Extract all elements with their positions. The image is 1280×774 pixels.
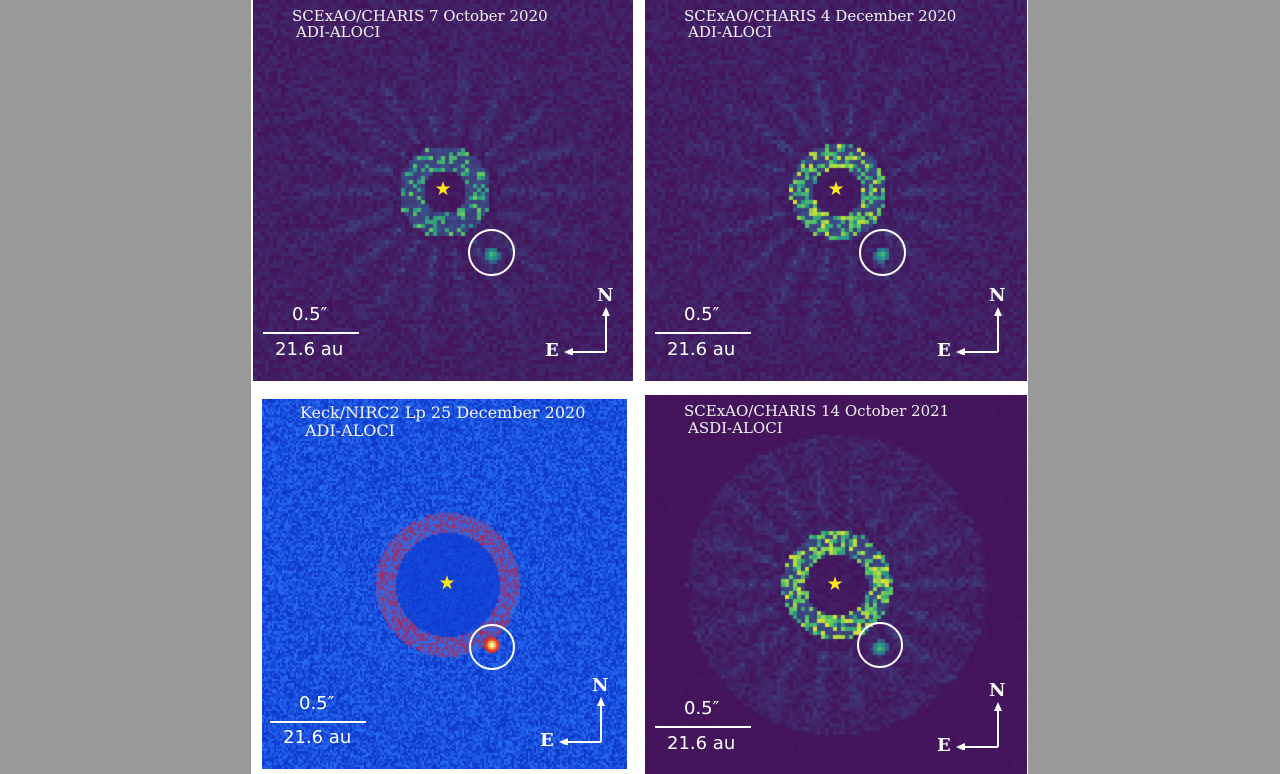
host-star-icon: ★ — [438, 572, 456, 594]
compass-east-label: E — [540, 730, 554, 751]
compass-rose: N E — [935, 680, 1006, 756]
compass-arrows-icon — [956, 702, 1002, 750]
scale-label-angle: 0.5″ — [684, 304, 720, 325]
compass-east-label: E — [545, 340, 559, 361]
scale-bar — [263, 332, 359, 334]
scale-label-angle: 0.5″ — [299, 693, 335, 714]
compass-east-label: E — [937, 735, 951, 756]
companion-circle — [468, 229, 515, 276]
compass-east-label: E — [937, 340, 951, 361]
compass-north-label: N — [597, 285, 614, 306]
host-star-icon: ★ — [827, 178, 845, 200]
image-panel-bottom-left: Keck/NIRC2 Lp 25 December 2020 ADI-ALOCI… — [262, 399, 627, 769]
scale-label-angle: 0.5″ — [292, 304, 328, 325]
compass-arrows-icon — [559, 697, 605, 745]
image-data-top-right — [645, 0, 1027, 381]
compass-arrows-icon — [956, 307, 1002, 355]
image-data-bottom-left — [262, 399, 627, 769]
scale-label-distance: 21.6 au — [667, 339, 736, 360]
companion-circle — [859, 229, 906, 276]
scale-bar — [270, 721, 366, 723]
scale-label-distance: 21.6 au — [283, 727, 352, 748]
figure-grid: SCExAO/CHARIS 7 October 2020 ADI-ALOCI ★… — [251, 0, 1028, 774]
panel-title: SCExAO/CHARIS 7 October 2020 — [292, 7, 548, 25]
panel-title: Keck/NIRC2 Lp 25 December 2020 — [300, 403, 586, 422]
scale-bar — [655, 332, 751, 334]
image-data-bottom-right — [645, 395, 1027, 774]
companion-circle — [469, 624, 515, 670]
panel-subtitle: ADI-ALOCI — [305, 421, 395, 440]
compass-rose: N E — [935, 285, 1006, 361]
companion-circle — [857, 622, 903, 668]
scale-label-angle: 0.5″ — [684, 698, 720, 719]
scale-bar — [655, 726, 751, 728]
panel-subtitle: ADI-ALOCI — [296, 23, 381, 41]
panel-title: SCExAO/CHARIS 4 December 2020 — [684, 7, 957, 25]
panel-subtitle: ADI-ALOCI — [688, 23, 773, 41]
compass-rose: N E — [538, 675, 609, 751]
host-star-icon: ★ — [434, 178, 452, 200]
compass-rose: N E — [543, 285, 614, 361]
host-star-icon: ★ — [826, 573, 844, 595]
panel-title: SCExAO/CHARIS 14 October 2021 — [684, 402, 950, 420]
compass-arrows-icon — [564, 307, 610, 355]
panel-subtitle: ASDI-ALOCI — [688, 419, 783, 437]
scale-label-distance: 21.6 au — [667, 733, 736, 754]
scale-label-distance: 21.6 au — [275, 339, 344, 360]
compass-north-label: N — [989, 680, 1006, 701]
image-data-top-left — [253, 0, 633, 381]
compass-north-label: N — [989, 285, 1006, 306]
image-panel-top-left: SCExAO/CHARIS 7 October 2020 ADI-ALOCI ★… — [253, 0, 633, 381]
image-panel-top-right: SCExAO/CHARIS 4 December 2020 ADI-ALOCI … — [645, 0, 1027, 381]
compass-north-label: N — [592, 675, 609, 696]
image-panel-bottom-right: SCExAO/CHARIS 14 October 2021 ASDI-ALOCI… — [645, 395, 1027, 774]
